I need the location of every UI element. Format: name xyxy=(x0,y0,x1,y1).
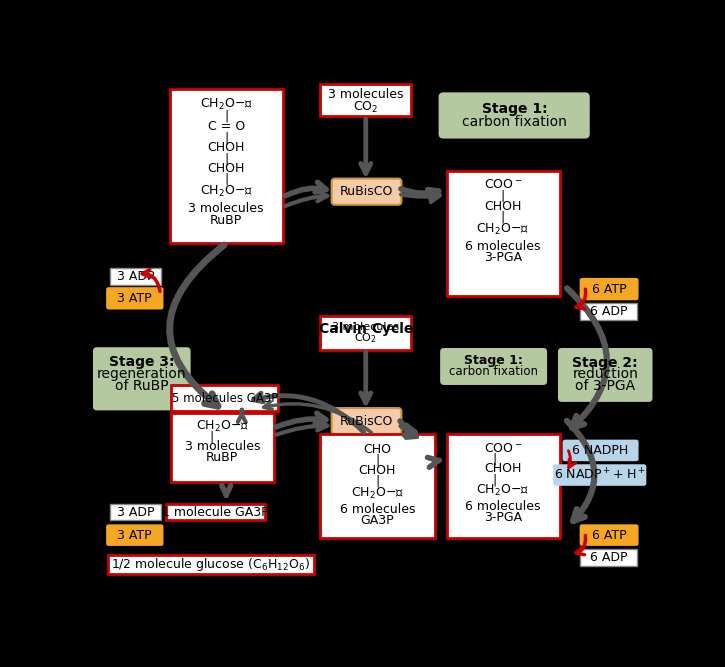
Text: C = O: C = O xyxy=(207,120,245,133)
Text: 6 molecules: 6 molecules xyxy=(465,500,541,513)
Text: |: | xyxy=(224,131,228,144)
FancyBboxPatch shape xyxy=(93,348,191,410)
Text: regeneration: regeneration xyxy=(97,367,186,381)
FancyBboxPatch shape xyxy=(106,287,163,309)
Text: CH$_2$O$-$Ⓟ: CH$_2$O$-$Ⓟ xyxy=(476,483,529,498)
Text: |: | xyxy=(224,110,228,123)
FancyBboxPatch shape xyxy=(447,434,560,538)
Text: 6 NADPH: 6 NADPH xyxy=(573,444,629,457)
Text: |: | xyxy=(492,452,497,466)
Text: Stage 1:: Stage 1: xyxy=(464,354,523,367)
Text: CH$_2$O$-$Ⓟ: CH$_2$O$-$Ⓟ xyxy=(200,97,253,112)
Text: Calvin Cycle: Calvin Cycle xyxy=(318,321,413,336)
Text: |: | xyxy=(224,173,228,186)
FancyBboxPatch shape xyxy=(440,348,547,385)
Text: carbon fixation: carbon fixation xyxy=(449,365,538,378)
Text: |: | xyxy=(492,473,497,486)
FancyBboxPatch shape xyxy=(171,385,278,411)
Text: CO$_2$: CO$_2$ xyxy=(355,331,377,345)
Text: 3 ADP: 3 ADP xyxy=(117,506,154,518)
Text: molecules: molecules xyxy=(361,559,425,572)
Text: 6 molecules: 6 molecules xyxy=(339,503,415,516)
FancyBboxPatch shape xyxy=(320,434,435,538)
FancyBboxPatch shape xyxy=(320,316,412,350)
FancyBboxPatch shape xyxy=(109,555,314,574)
Text: 3 molecules: 3 molecules xyxy=(332,322,399,332)
Text: reduction: reduction xyxy=(572,367,638,381)
Text: GA3P: GA3P xyxy=(360,514,394,527)
Text: RuBisCO: RuBisCO xyxy=(340,185,393,198)
Text: 5 molecules GA3P: 5 molecules GA3P xyxy=(172,392,278,405)
Text: 3 molecules: 3 molecules xyxy=(188,202,264,215)
Text: Stage 1:: Stage 1: xyxy=(481,102,547,116)
FancyBboxPatch shape xyxy=(580,278,639,300)
Text: COO$^-$: COO$^-$ xyxy=(484,178,522,191)
FancyBboxPatch shape xyxy=(553,464,646,486)
FancyBboxPatch shape xyxy=(106,524,163,546)
Text: CH$_2$O$-$Ⓟ: CH$_2$O$-$Ⓟ xyxy=(476,222,529,237)
Text: carbon fixation: carbon fixation xyxy=(462,115,567,129)
Text: CHOH: CHOH xyxy=(359,464,396,477)
Text: 3-PGA: 3-PGA xyxy=(484,511,522,524)
FancyBboxPatch shape xyxy=(447,171,560,295)
Text: CO$_2$: CO$_2$ xyxy=(353,99,378,115)
Text: 3-PGA: 3-PGA xyxy=(484,251,522,264)
FancyBboxPatch shape xyxy=(171,413,273,482)
Text: |: | xyxy=(210,430,214,443)
FancyBboxPatch shape xyxy=(439,92,589,139)
Text: |: | xyxy=(501,211,505,223)
Text: of RuBP: of RuBP xyxy=(115,379,169,393)
Text: CHOH: CHOH xyxy=(484,200,521,213)
FancyBboxPatch shape xyxy=(110,504,161,520)
Text: |: | xyxy=(224,152,228,165)
Text: 3 molecules: 3 molecules xyxy=(328,88,404,101)
Text: CHOH: CHOH xyxy=(207,141,245,154)
FancyBboxPatch shape xyxy=(558,348,652,402)
FancyBboxPatch shape xyxy=(166,504,265,520)
Text: of 3-PGA: of 3-PGA xyxy=(575,379,635,393)
FancyBboxPatch shape xyxy=(320,84,412,116)
Text: 6 ADP: 6 ADP xyxy=(589,305,627,318)
Text: 3 ATP: 3 ATP xyxy=(117,292,152,305)
FancyBboxPatch shape xyxy=(331,179,402,205)
FancyBboxPatch shape xyxy=(331,408,402,434)
Text: Cycle: Cycle xyxy=(423,572,464,586)
Text: 6 NADP$^+$+ H$^+$: 6 NADP$^+$+ H$^+$ xyxy=(554,468,646,483)
FancyBboxPatch shape xyxy=(563,440,639,461)
Text: 3 ADP: 3 ADP xyxy=(117,270,154,283)
Text: 6 molecules: 6 molecules xyxy=(465,240,541,253)
Text: 1/2 molecule glucose (C$_6$H$_{12}$O$_6$): 1/2 molecule glucose (C$_6$H$_{12}$O$_6$… xyxy=(112,556,310,573)
Text: |: | xyxy=(501,190,505,203)
Text: 6 ATP: 6 ATP xyxy=(592,529,626,542)
Text: Stage 3:: Stage 3: xyxy=(109,355,175,369)
Text: CHO: CHO xyxy=(363,443,392,456)
FancyBboxPatch shape xyxy=(580,549,637,566)
Text: CHOH: CHOH xyxy=(207,162,245,175)
Text: CH$_2$O$-$Ⓟ: CH$_2$O$-$Ⓟ xyxy=(196,419,249,434)
FancyBboxPatch shape xyxy=(110,268,161,285)
Text: CH$_2$O$-$Ⓟ: CH$_2$O$-$Ⓟ xyxy=(351,486,404,501)
Text: |: | xyxy=(376,454,379,467)
Text: RuBP: RuBP xyxy=(210,213,242,227)
Text: RuBP: RuBP xyxy=(206,451,239,464)
FancyBboxPatch shape xyxy=(580,524,639,546)
Text: 3 ATP: 3 ATP xyxy=(117,529,152,542)
Text: 1 molecule GA3P: 1 molecule GA3P xyxy=(162,506,269,518)
Text: CHOH: CHOH xyxy=(484,462,521,476)
Text: CH$_2$O$-$Ⓟ: CH$_2$O$-$Ⓟ xyxy=(200,184,253,199)
Text: 6 ADP: 6 ADP xyxy=(589,551,627,564)
Text: Stage 2:: Stage 2: xyxy=(573,356,638,370)
FancyBboxPatch shape xyxy=(170,89,283,243)
Text: RuBisCO: RuBisCO xyxy=(340,415,393,428)
Text: 6 ATP: 6 ATP xyxy=(592,283,626,296)
Text: COO$^-$: COO$^-$ xyxy=(484,442,522,455)
Text: |: | xyxy=(376,475,379,488)
FancyBboxPatch shape xyxy=(580,303,637,320)
Text: 3 molecules: 3 molecules xyxy=(185,440,260,453)
